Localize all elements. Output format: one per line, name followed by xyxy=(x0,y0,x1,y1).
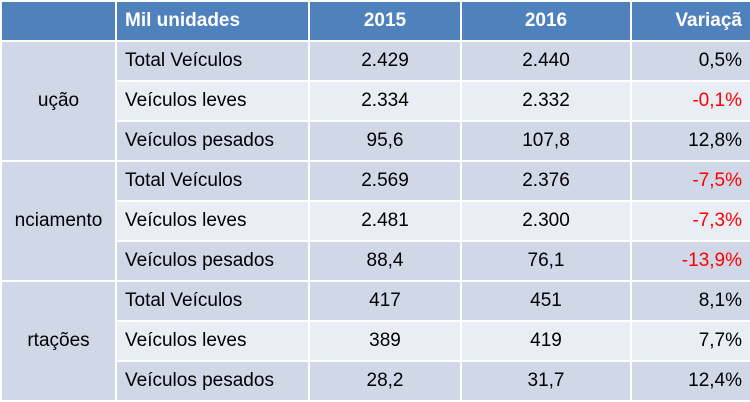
table-row: Veículos leves 389 419 7,7% xyxy=(1,320,750,362)
cell: 419 xyxy=(460,320,632,362)
table-row: ução Total Veículos 2.429 2.440 0,5% xyxy=(0,40,750,162)
variation-cell: 8,1% xyxy=(630,280,750,322)
variation-cell: 12,4% xyxy=(630,360,750,402)
variation-cell: -0,1% xyxy=(630,80,750,122)
cell: 107,8 xyxy=(460,120,632,162)
cell: 417 xyxy=(308,280,462,322)
table-row: Veículos pesados 95,6 107,8 12,8% xyxy=(1,120,750,162)
cell: 2.332 xyxy=(460,80,632,122)
cell: Total Veículos xyxy=(115,280,310,322)
cell: Veículos pesados xyxy=(115,240,310,282)
table-row: Veículos leves 2.481 2.300 -7,3% xyxy=(1,200,750,242)
cell: 95,6 xyxy=(308,120,462,162)
table-row: Veículos pesados 28,2 31,7 12,4% xyxy=(1,360,750,402)
header-cell: 2015 xyxy=(308,0,462,42)
cell: 2.440 xyxy=(460,40,632,82)
header-cell: Variaçã xyxy=(630,0,750,42)
cell: 28,2 xyxy=(308,360,462,402)
cell: 88,4 xyxy=(308,240,462,282)
variation-cell: -7,5% xyxy=(630,160,750,202)
variation-cell: 7,7% xyxy=(630,320,750,362)
cell: 76,1 xyxy=(460,240,632,282)
table-row: Veículos pesados 88,4 76,1 -13,9% xyxy=(1,240,750,282)
header-cell: Mil unidades xyxy=(115,0,310,42)
cell: Veículos pesados xyxy=(115,360,310,402)
group-label: nciamento xyxy=(0,160,117,282)
group-label: ução xyxy=(0,40,117,162)
cell: 2.376 xyxy=(460,160,632,202)
table-row: nciamento Total Veículos 2.569 2.376 -7,5% xyxy=(0,160,750,282)
variation-cell: 12,8% xyxy=(630,120,750,162)
cell: Veículos leves xyxy=(115,200,310,242)
cell: Veículos leves xyxy=(115,320,310,362)
group-label: rtações xyxy=(0,280,117,402)
cell: Total Veículos xyxy=(115,40,310,82)
cell: 2.569 xyxy=(308,160,462,202)
cell: 2.334 xyxy=(308,80,462,122)
cell: 2.429 xyxy=(308,40,462,82)
cell: Total Veículos xyxy=(115,160,310,202)
cell: 389 xyxy=(308,320,462,362)
table-row: rtações Total Veículos 417 451 8,1% xyxy=(0,280,750,402)
cell: Veículos leves xyxy=(115,80,310,122)
table-row: Veículos leves 2.334 2.332 -0,1% xyxy=(1,80,750,122)
table-body: ução Total Veículos 2.429 2.440 0,5% Veículos… xyxy=(0,40,750,402)
cell: 2.481 xyxy=(308,200,462,242)
cell: Veículos pesados xyxy=(115,120,310,162)
variation-cell: -13,9% xyxy=(630,240,750,282)
header-cell xyxy=(0,0,117,42)
variation-cell: 0,5% xyxy=(630,40,750,82)
cell: 451 xyxy=(460,280,632,322)
variation-cell: -7,3% xyxy=(630,200,750,242)
header-row: Mil unidades 2015 2016 Variaçã xyxy=(0,0,750,42)
cell: 2.300 xyxy=(460,200,632,242)
header-cell: 2016 xyxy=(460,0,632,42)
cell: 31,7 xyxy=(460,360,632,402)
